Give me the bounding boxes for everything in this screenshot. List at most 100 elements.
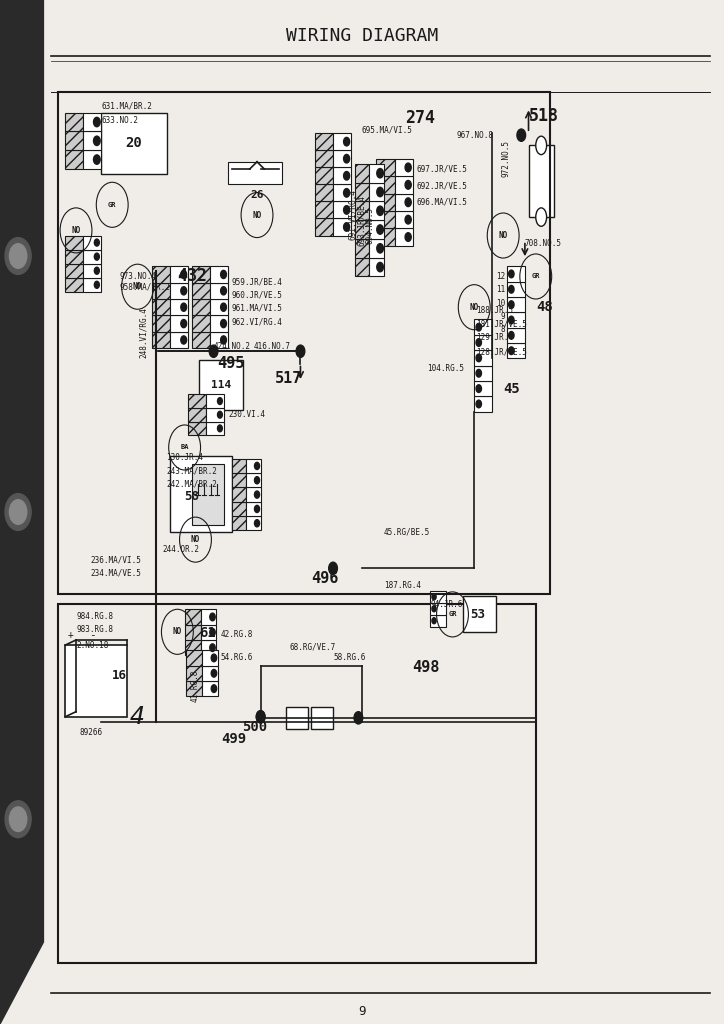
Bar xyxy=(376,211,395,228)
Bar xyxy=(474,381,492,396)
Bar xyxy=(201,640,216,655)
Circle shape xyxy=(5,801,31,838)
Circle shape xyxy=(209,345,218,357)
Text: 496: 496 xyxy=(311,571,339,586)
Circle shape xyxy=(376,169,384,178)
Bar xyxy=(65,278,83,292)
Circle shape xyxy=(255,463,260,469)
Bar xyxy=(210,283,228,299)
Bar xyxy=(201,609,216,625)
Text: 962.VI/RG.4: 962.VI/RG.4 xyxy=(232,317,282,326)
Circle shape xyxy=(376,225,384,234)
Circle shape xyxy=(210,613,215,621)
Bar xyxy=(83,236,101,250)
Bar xyxy=(170,332,188,348)
Text: NO: NO xyxy=(72,226,80,234)
Bar xyxy=(210,299,228,315)
Circle shape xyxy=(508,301,514,308)
Bar xyxy=(210,315,228,332)
Circle shape xyxy=(376,187,384,197)
Bar xyxy=(315,218,333,236)
Circle shape xyxy=(432,594,436,600)
Bar xyxy=(395,211,413,228)
Circle shape xyxy=(94,239,99,246)
Text: 236.MA/VI.5: 236.MA/VI.5 xyxy=(90,556,141,564)
Bar xyxy=(507,328,525,343)
Circle shape xyxy=(181,287,187,295)
Bar xyxy=(315,184,333,202)
Circle shape xyxy=(221,336,227,344)
Bar xyxy=(202,681,218,696)
Text: 2.NO.18: 2.NO.18 xyxy=(76,641,109,649)
Bar xyxy=(474,335,492,350)
Text: 983.RG.8: 983.RG.8 xyxy=(76,626,113,634)
Bar xyxy=(246,473,261,487)
Text: 696.MA/VI.5: 696.MA/VI.5 xyxy=(416,198,467,206)
Text: NO: NO xyxy=(470,303,479,311)
Bar xyxy=(185,640,201,655)
Bar xyxy=(65,263,83,278)
Circle shape xyxy=(9,807,27,831)
Text: 53: 53 xyxy=(471,608,485,621)
Circle shape xyxy=(405,180,411,189)
Text: 12: 12 xyxy=(496,272,505,281)
Bar xyxy=(206,408,224,422)
Text: 8: 8 xyxy=(501,326,505,334)
Circle shape xyxy=(344,155,350,163)
Text: 58: 58 xyxy=(185,490,200,503)
Text: 959.JR/BE.4: 959.JR/BE.4 xyxy=(232,278,282,286)
Text: 416.NO.7: 416.NO.7 xyxy=(253,342,290,350)
Bar xyxy=(474,350,492,366)
Bar xyxy=(507,312,525,328)
Bar xyxy=(376,176,395,194)
Bar xyxy=(170,299,188,315)
Bar xyxy=(170,283,188,299)
Text: GR: GR xyxy=(531,273,540,280)
Bar xyxy=(369,220,384,239)
Bar xyxy=(152,332,170,348)
Bar xyxy=(376,228,395,246)
Bar xyxy=(232,473,246,487)
Text: NO: NO xyxy=(253,211,261,219)
Circle shape xyxy=(256,711,265,723)
Bar xyxy=(192,332,210,348)
Text: 633.NO.2: 633.NO.2 xyxy=(101,117,138,125)
Text: 248.VI/RG.4: 248.VI/RG.4 xyxy=(139,307,148,358)
Bar xyxy=(83,151,101,169)
Text: 42.RG.8: 42.RG.8 xyxy=(221,631,253,639)
Circle shape xyxy=(255,506,260,512)
Bar xyxy=(333,167,351,184)
Bar xyxy=(202,650,218,666)
Text: 16: 16 xyxy=(112,670,127,682)
Bar xyxy=(188,422,206,435)
Bar xyxy=(83,131,101,151)
Bar xyxy=(58,92,550,594)
Circle shape xyxy=(181,303,187,311)
Bar xyxy=(333,151,351,167)
Text: -: - xyxy=(89,630,96,640)
Bar xyxy=(152,299,170,315)
Text: 188.JR.5: 188.JR.5 xyxy=(476,306,513,314)
Text: 129.JR.4: 129.JR.4 xyxy=(476,334,513,342)
Text: 495: 495 xyxy=(217,356,245,371)
Circle shape xyxy=(9,500,27,524)
Bar xyxy=(206,422,224,435)
Text: 958.MA/BR.2: 958.MA/BR.2 xyxy=(119,283,170,291)
Circle shape xyxy=(211,685,216,692)
Circle shape xyxy=(508,316,514,324)
Bar xyxy=(529,145,554,217)
Text: 4: 4 xyxy=(130,705,145,729)
Circle shape xyxy=(181,270,187,279)
Circle shape xyxy=(508,270,514,278)
Bar xyxy=(188,394,206,408)
Text: 68.RG/VE.7: 68.RG/VE.7 xyxy=(290,643,336,651)
Circle shape xyxy=(94,267,99,274)
Circle shape xyxy=(476,385,481,392)
Circle shape xyxy=(405,163,411,172)
Text: 94.JR.6: 94.JR.6 xyxy=(431,600,463,608)
Text: 104.RG.5: 104.RG.5 xyxy=(427,365,464,373)
Circle shape xyxy=(376,244,384,253)
Circle shape xyxy=(476,400,481,408)
Bar xyxy=(355,258,369,276)
Text: 244.OR.2: 244.OR.2 xyxy=(163,546,200,554)
